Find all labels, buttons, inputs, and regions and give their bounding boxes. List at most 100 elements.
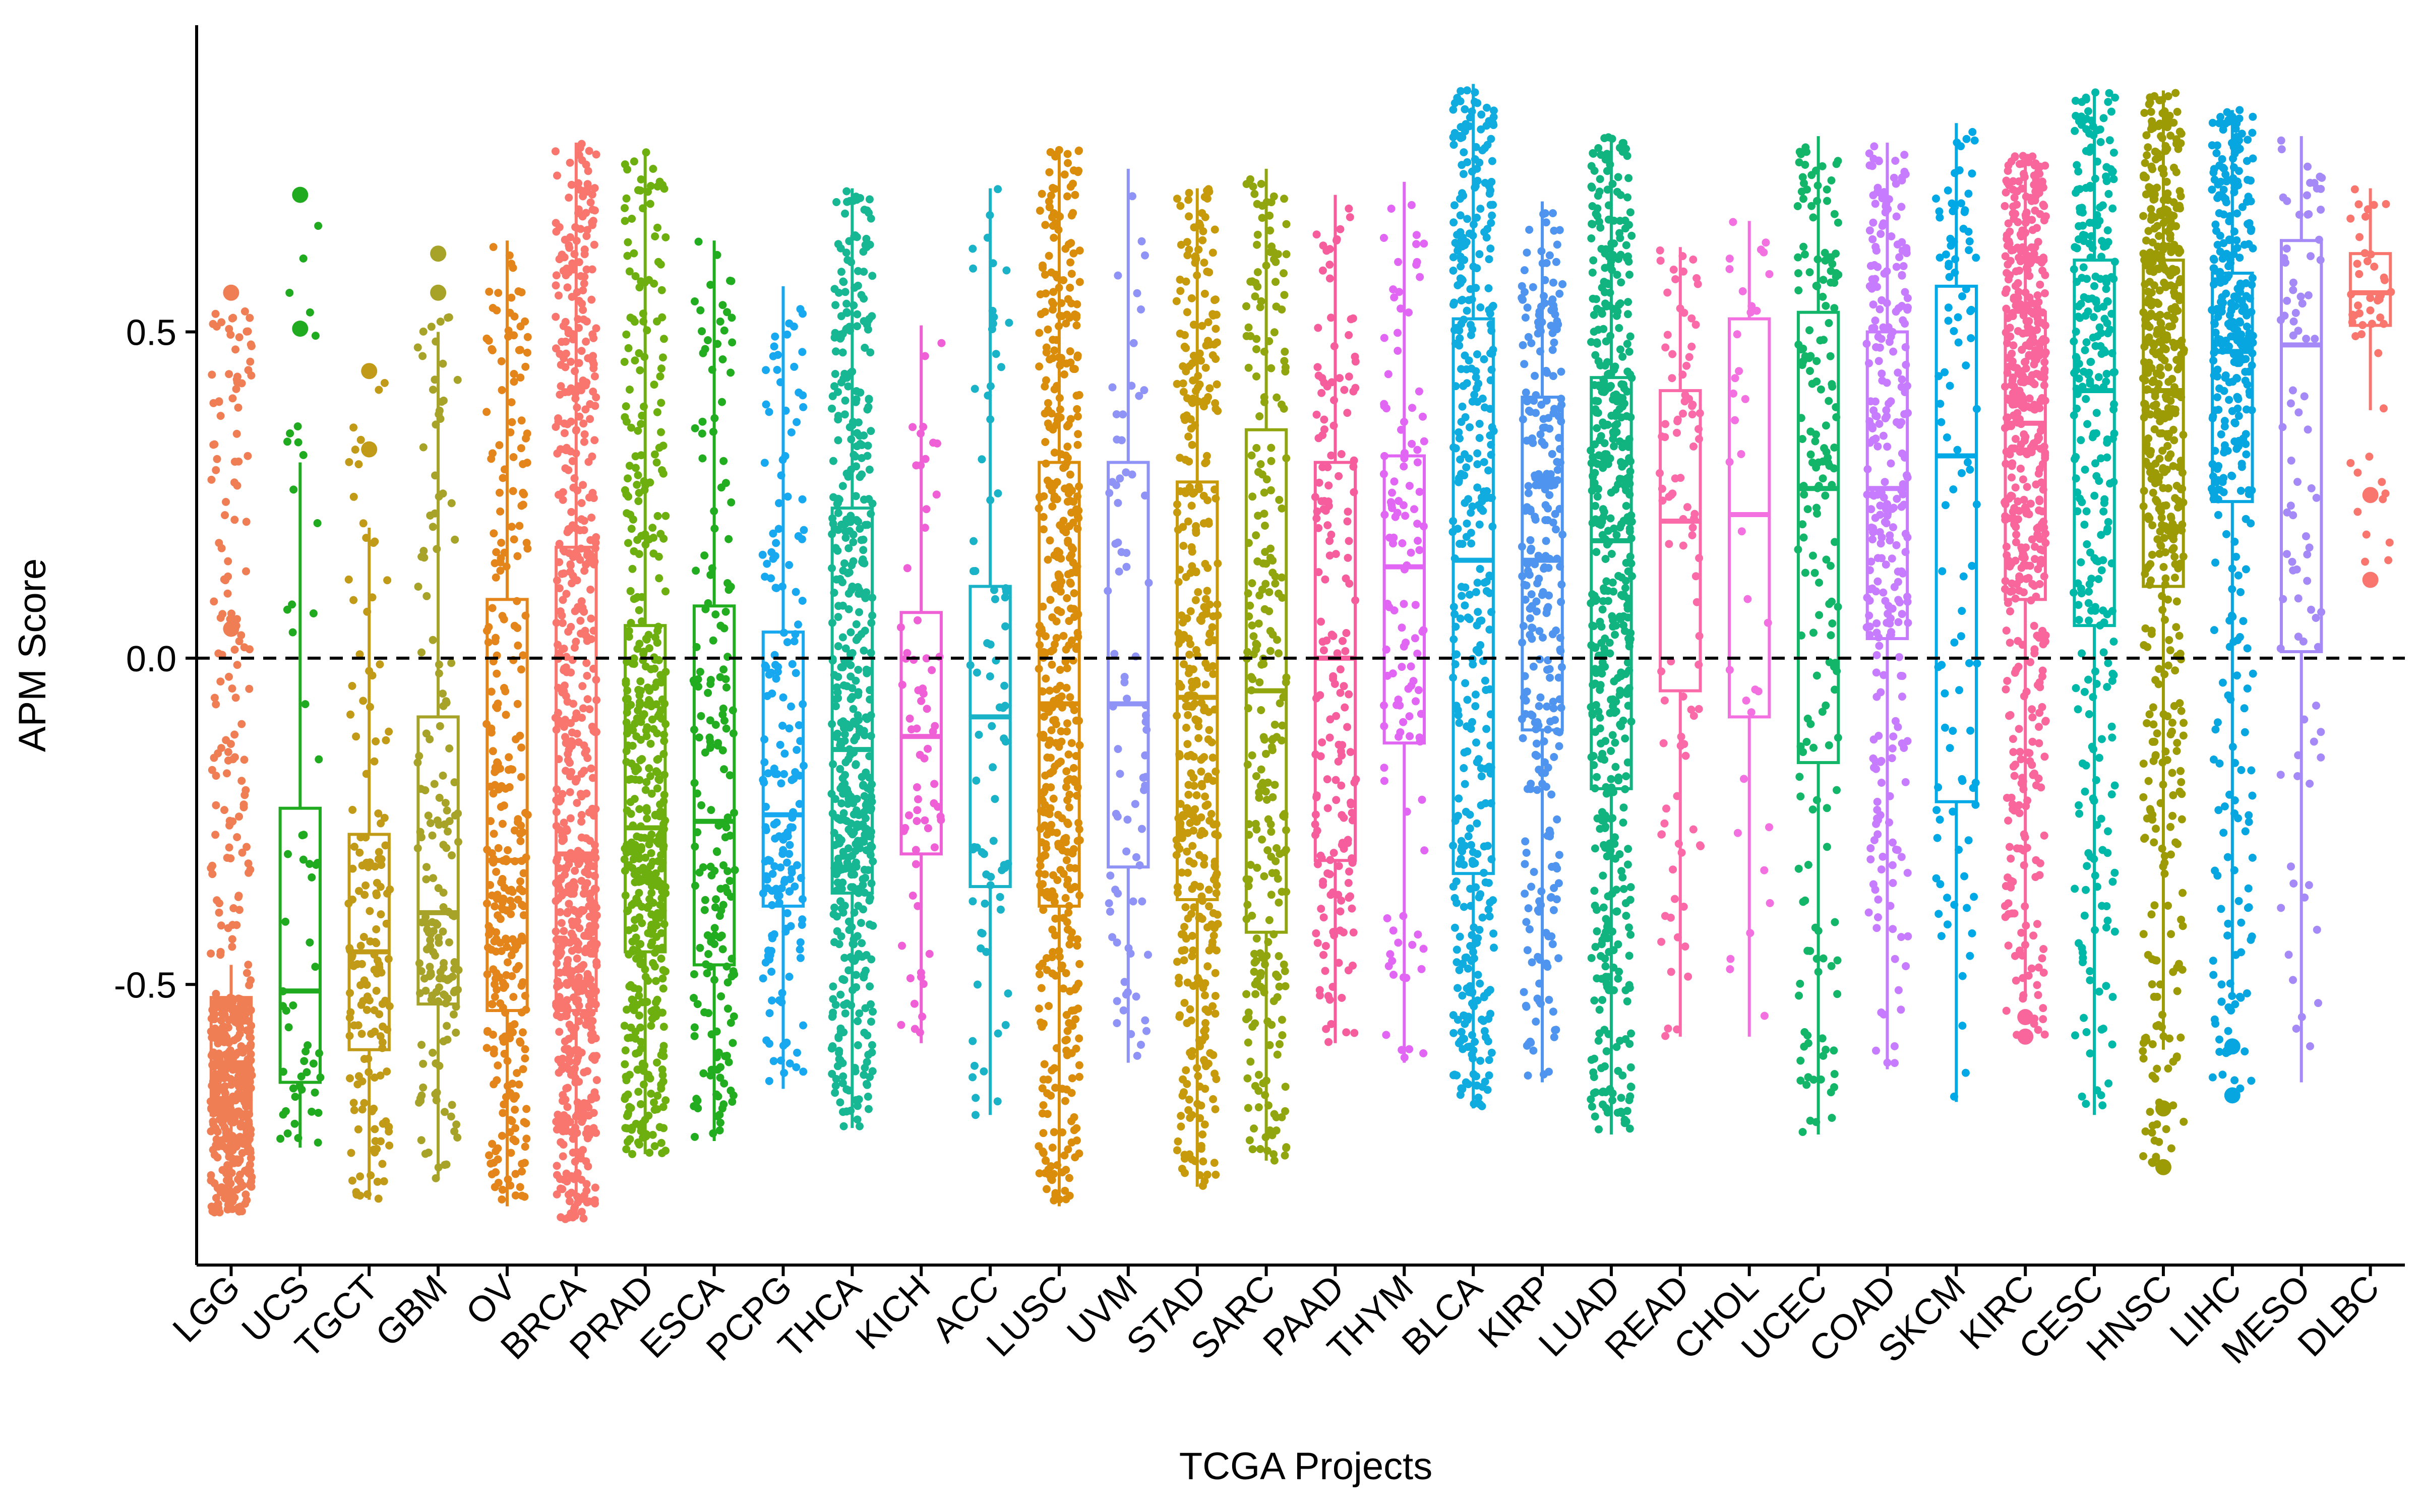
data-point-paad	[1336, 665, 1345, 674]
data-point-tgct	[372, 737, 380, 745]
data-point-esca	[716, 621, 725, 630]
data-point-brca	[574, 603, 582, 611]
data-point-pcpg	[772, 539, 780, 547]
data-point-lgg	[230, 730, 239, 739]
data-point-uvm	[1141, 1016, 1150, 1025]
data-point-tgct	[372, 925, 381, 933]
data-point-thca	[836, 1098, 844, 1107]
data-point-stad	[1183, 308, 1191, 317]
data-point-sarc	[1267, 828, 1276, 836]
data-point-sarc	[1249, 182, 1257, 191]
data-point-pcpg	[793, 745, 801, 754]
data-point-brca	[563, 283, 572, 292]
data-point-lusc	[1066, 347, 1074, 355]
data-point-lgg	[224, 748, 232, 757]
data-point-brca	[573, 576, 581, 585]
data-point-thca	[842, 187, 851, 196]
data-point-lgg	[225, 672, 233, 681]
data-point-prad	[648, 1015, 656, 1023]
data-point-thym	[1389, 926, 1398, 935]
data-point-acc	[980, 1067, 988, 1076]
data-point-thym	[1412, 240, 1421, 248]
data-point-brca	[567, 508, 576, 516]
data-point-stad	[1203, 186, 1211, 195]
data-point-stad	[1174, 1137, 1182, 1146]
data-point-lgg	[209, 1117, 217, 1126]
data-point-lusc	[1047, 1175, 1055, 1183]
data-point-brca	[555, 1028, 564, 1036]
data-point-uvm	[1119, 1006, 1128, 1015]
data-point-ov	[501, 687, 510, 696]
data-point-stad	[1172, 297, 1181, 305]
data-point-tgct	[383, 1067, 391, 1076]
data-point-gbm	[415, 1098, 423, 1107]
data-point-stad	[1180, 342, 1189, 351]
data-point-lusc	[1062, 528, 1070, 537]
data-point-gbm	[451, 535, 459, 544]
data-point-sarc	[1280, 404, 1288, 413]
data-point-thca	[849, 530, 858, 539]
data-point-lusc	[1060, 370, 1068, 379]
data-point-sarc	[1258, 835, 1266, 844]
data-point-brca	[569, 932, 577, 940]
data-point-sarc	[1272, 1126, 1281, 1135]
data-point-sarc	[1273, 393, 1281, 402]
data-point-uvm	[1106, 871, 1115, 880]
data-point-thym	[1395, 732, 1403, 741]
data-point-prad	[635, 776, 644, 784]
data-point-lusc	[1042, 844, 1051, 852]
data-point-paad	[1312, 929, 1320, 937]
data-point-prad	[658, 313, 667, 322]
data-point-prad	[626, 313, 635, 322]
data-point-thca	[861, 966, 870, 975]
data-point-stad	[1189, 665, 1197, 673]
data-point-sarc	[1249, 632, 1258, 641]
data-point-lusc	[1036, 207, 1044, 215]
data-point-pcpg	[798, 535, 806, 543]
data-point-ov	[487, 946, 496, 954]
data-point-tgct	[355, 848, 364, 857]
data-point-thca	[843, 682, 851, 690]
data-point-tgct	[348, 864, 357, 873]
data-point-gbm	[427, 323, 436, 331]
data-point-stad	[1198, 322, 1206, 330]
data-point-ov	[494, 289, 503, 297]
data-point-lgg	[207, 950, 215, 958]
data-point-ov	[499, 978, 507, 987]
data-point-gbm	[442, 844, 451, 852]
data-point-brca	[567, 1172, 576, 1180]
data-point-ucs	[308, 1107, 316, 1116]
data-point-lgg	[235, 1030, 244, 1038]
data-point-tgct	[373, 1177, 382, 1186]
data-point-prad	[624, 238, 632, 246]
data-point-uvm	[1114, 498, 1122, 507]
data-point-prad	[626, 1135, 634, 1144]
data-point-paad	[1345, 204, 1353, 213]
data-point-esca	[695, 733, 703, 742]
data-point-stad	[1200, 259, 1208, 267]
data-point-gbm	[435, 938, 443, 947]
data-point-paad	[1335, 472, 1343, 480]
data-point-lusc	[1075, 1073, 1083, 1081]
data-point-ov	[521, 1143, 529, 1151]
data-point-ucs	[301, 700, 310, 709]
data-point-stad	[1181, 1169, 1189, 1177]
data-point-acc	[992, 350, 1000, 358]
data-point-ucs	[299, 855, 308, 864]
data-point-kich	[933, 439, 941, 448]
data-point-lgg	[235, 812, 243, 821]
data-point-gbm	[417, 1091, 426, 1100]
data-point-brca	[577, 347, 586, 355]
data-point-uvm	[1135, 392, 1143, 400]
data-point-lgg	[211, 831, 220, 839]
data-point-uvm	[1138, 897, 1146, 906]
data-point-paad	[1340, 813, 1348, 822]
data-point-thym	[1413, 458, 1422, 467]
data-point-thca	[839, 277, 848, 286]
data-point-stad	[1177, 1122, 1185, 1131]
data-point-gbm	[449, 1010, 458, 1019]
data-point-prad	[643, 723, 651, 731]
data-point-prad	[655, 776, 663, 784]
data-point-brca	[561, 1062, 569, 1071]
data-point-pcpg	[798, 597, 807, 605]
